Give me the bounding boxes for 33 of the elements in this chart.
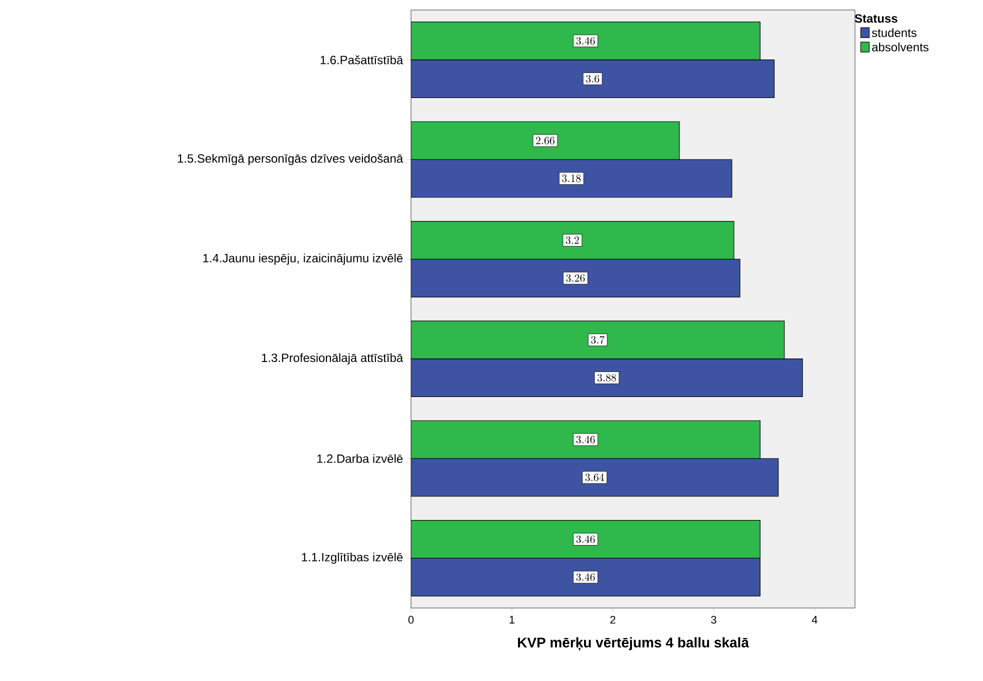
bar — [411, 258, 740, 298]
x-tick-label: 4 — [812, 616, 818, 624]
data-label: 3.26 — [566, 274, 585, 282]
y-tick-label: 1.4.Jaunu iespēju, izaicinājumu izvēlē — [203, 254, 403, 265]
x-tick-label: 0 — [408, 616, 414, 624]
x-axis-title: KVP mērķu vērtējums 4 ballu skalā — [518, 637, 750, 650]
data-label: 3.46 — [576, 535, 595, 543]
data-label: 3.6 — [586, 75, 600, 83]
data-label: 3.46 — [576, 436, 595, 444]
y-tick-label: 1.2.Darba izvēlē — [317, 454, 403, 463]
legend-label: absolvents — [872, 42, 928, 52]
x-tick-label: 2 — [610, 616, 616, 624]
data-label: 3.7 — [591, 336, 605, 344]
legend-title: Statuss — [854, 14, 898, 23]
bar — [411, 358, 803, 398]
data-label: 3.2 — [566, 236, 579, 244]
bar — [411, 558, 760, 596]
y-tick-label: 1.5.Sekmīgā personīgās dzīves veidošanā — [178, 154, 404, 166]
data-label: 3. 18 — [562, 174, 581, 182]
data-label: 3.46 — [576, 573, 595, 581]
x-tick-label: 3 — [711, 616, 716, 624]
bar — [411, 60, 775, 98]
y-tick-label: 1.1.Izglītības izvēlē — [302, 552, 403, 564]
x-tick-label: 1 — [510, 616, 514, 624]
data-label: 3.64 — [585, 474, 604, 482]
y-tick-label: 1.6.Pašattīstībā — [320, 55, 404, 64]
data-label: 3.46 — [576, 37, 595, 45]
y-tick-label: 1.3.Profesionālajā attīstībā — [262, 353, 404, 364]
bar — [411, 458, 779, 497]
legend-label: students — [872, 28, 916, 38]
data-label: 2.66 — [536, 136, 554, 144]
bar — [411, 159, 732, 198]
data-label: 3.88 — [597, 374, 616, 382]
